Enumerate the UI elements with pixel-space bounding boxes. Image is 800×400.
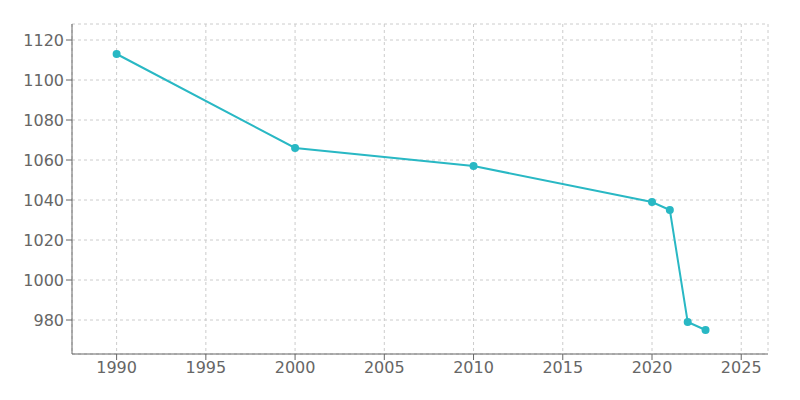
svg-text:1040: 1040 [23, 191, 64, 210]
svg-text:2020: 2020 [632, 358, 673, 377]
svg-text:980: 980 [33, 311, 64, 330]
svg-text:1020: 1020 [23, 231, 64, 250]
svg-text:2025: 2025 [721, 358, 762, 377]
svg-text:1080: 1080 [23, 111, 64, 130]
svg-text:1060: 1060 [23, 151, 64, 170]
svg-text:1000: 1000 [23, 271, 64, 290]
svg-text:2000: 2000 [275, 358, 316, 377]
svg-text:2005: 2005 [364, 358, 405, 377]
svg-text:2010: 2010 [453, 358, 494, 377]
svg-text:1120: 1120 [23, 31, 64, 50]
svg-text:1100: 1100 [23, 71, 64, 90]
svg-text:1990: 1990 [96, 358, 137, 377]
svg-text:1995: 1995 [185, 358, 226, 377]
svg-text:2015: 2015 [542, 358, 583, 377]
